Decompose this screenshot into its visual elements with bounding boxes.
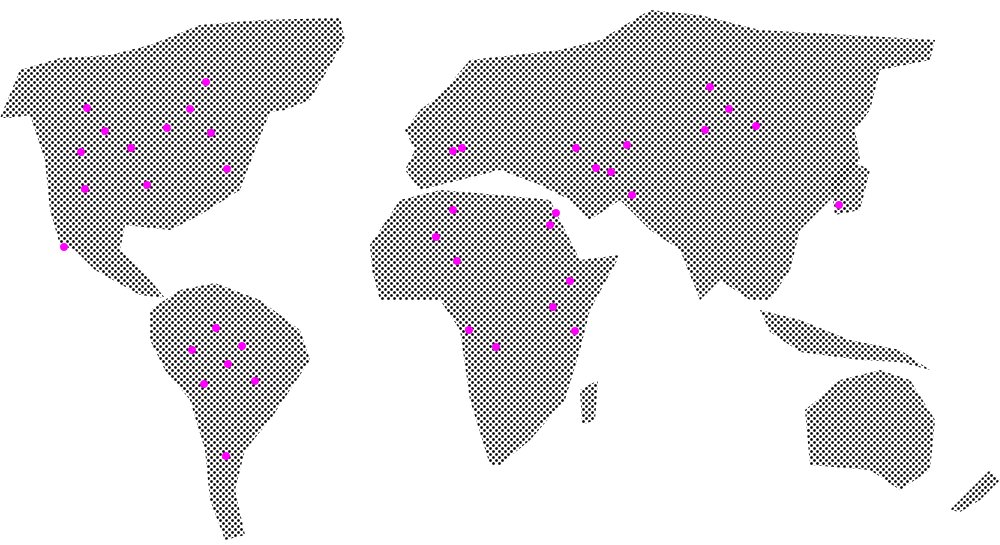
location-marker[interactable] [701, 126, 709, 134]
location-marker[interactable] [238, 342, 246, 350]
location-marker[interactable] [623, 141, 631, 149]
location-marker[interactable] [207, 129, 215, 137]
location-marker[interactable] [127, 144, 135, 152]
location-marker[interactable] [566, 277, 574, 285]
location-marker[interactable] [572, 144, 580, 152]
location-marker[interactable] [552, 209, 560, 217]
location-marker[interactable] [628, 191, 636, 199]
location-marker[interactable] [186, 105, 194, 113]
location-marker[interactable] [835, 201, 843, 209]
landmass-madagascar [580, 380, 598, 425]
location-marker[interactable] [200, 380, 208, 388]
location-marker[interactable] [101, 127, 109, 135]
location-marker[interactable] [212, 324, 220, 332]
location-marker[interactable] [432, 233, 440, 241]
location-marker[interactable] [223, 165, 231, 173]
location-marker[interactable] [222, 452, 230, 460]
location-marker[interactable] [202, 78, 210, 86]
location-marker[interactable] [752, 122, 760, 130]
landmass-southeast-asia-islands [760, 310, 930, 370]
location-marker[interactable] [163, 124, 171, 132]
location-marker[interactable] [549, 303, 557, 311]
location-marker[interactable] [492, 343, 500, 351]
location-marker[interactable] [706, 83, 714, 91]
location-marker[interactable] [251, 377, 259, 385]
landmass-australia [805, 370, 935, 490]
landmass-new-zealand [950, 470, 1000, 512]
location-marker[interactable] [224, 360, 232, 368]
landmass-south-america [150, 283, 310, 540]
location-marker[interactable] [465, 326, 473, 334]
location-marker[interactable] [60, 243, 68, 251]
location-marker[interactable] [607, 168, 615, 176]
location-marker[interactable] [188, 346, 196, 354]
location-marker[interactable] [83, 104, 91, 112]
location-marker[interactable] [458, 144, 466, 152]
location-marker[interactable] [449, 147, 457, 155]
location-marker[interactable] [571, 327, 579, 335]
location-marker[interactable] [143, 181, 151, 189]
location-marker[interactable] [725, 105, 733, 113]
landmass-africa [370, 190, 620, 465]
location-marker[interactable] [77, 148, 85, 156]
location-markers [60, 78, 843, 460]
location-marker[interactable] [592, 164, 600, 172]
location-marker[interactable] [81, 185, 89, 193]
location-marker[interactable] [453, 257, 461, 265]
landmass-eurasia [405, 10, 935, 300]
landmasses [0, 10, 1000, 540]
location-marker[interactable] [449, 206, 457, 214]
location-marker[interactable] [546, 221, 554, 229]
landmass-north-america [0, 18, 345, 298]
